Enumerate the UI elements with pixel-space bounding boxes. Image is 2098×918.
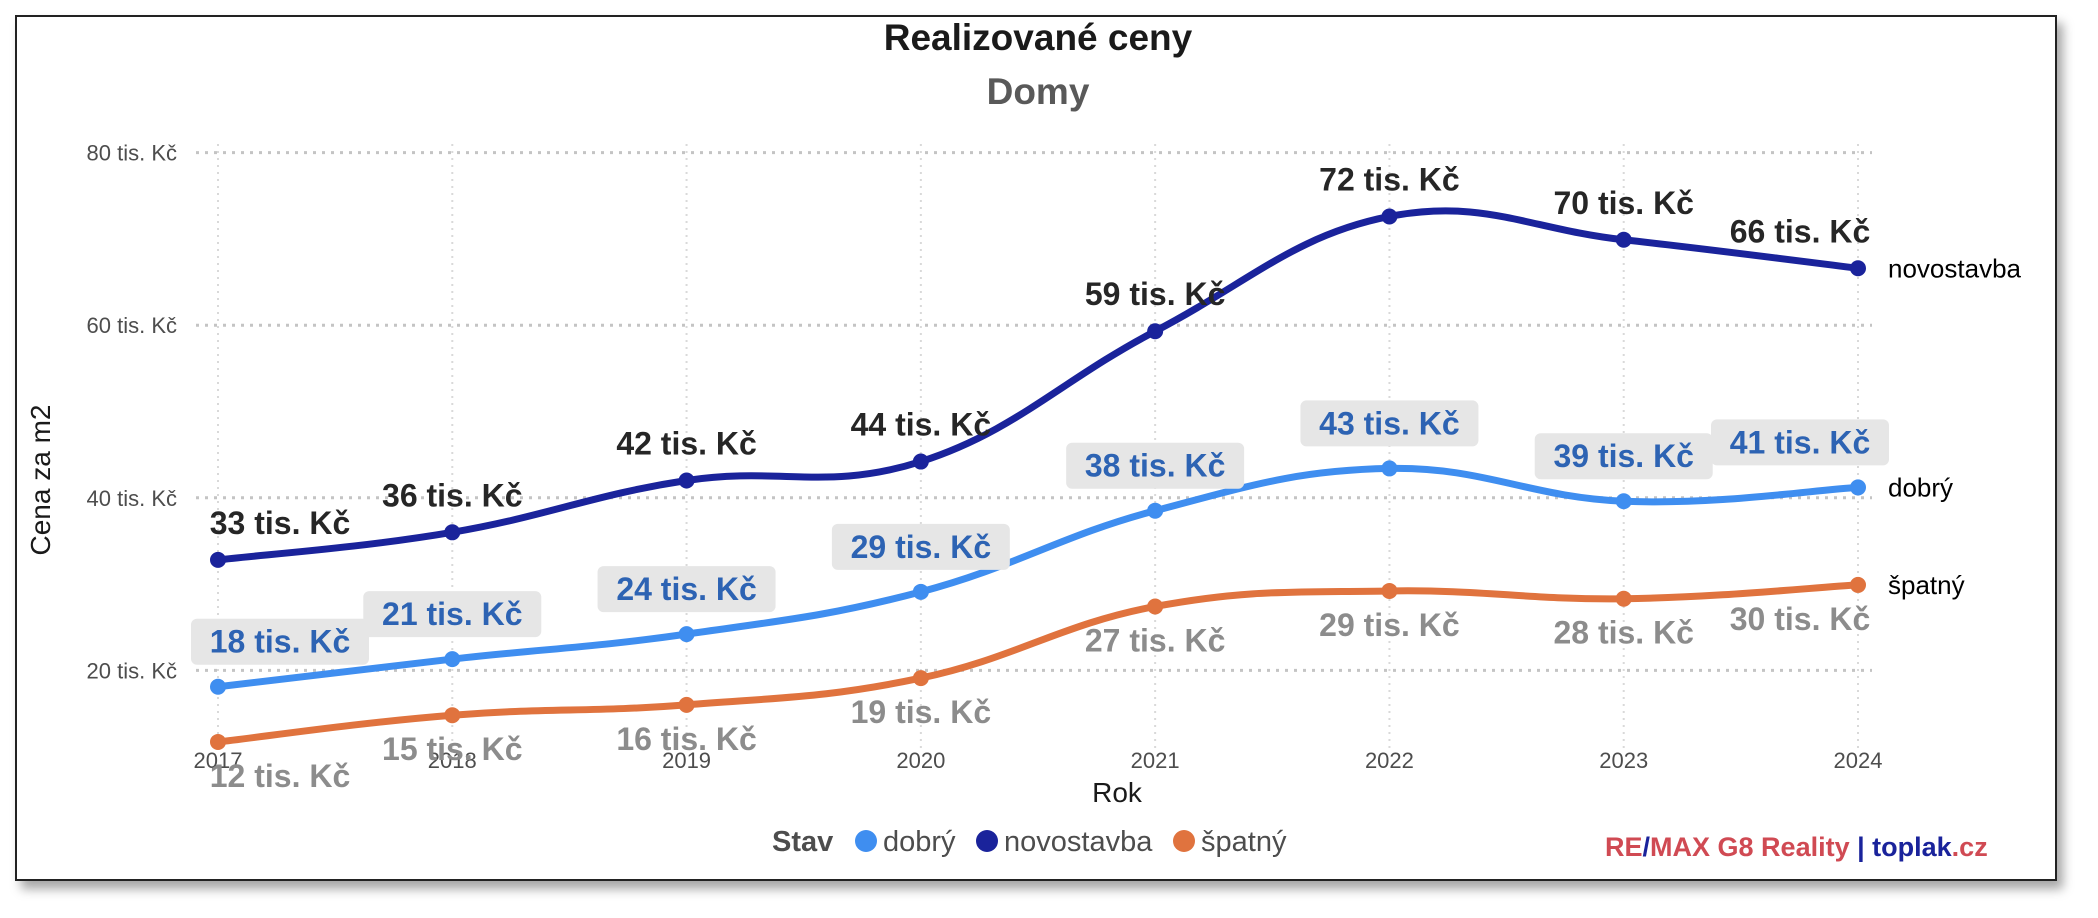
legend-item-label: dobrý [883, 826, 956, 858]
y-tick-label: 80 tis. Kč [87, 141, 177, 166]
data-label-spatny: 16 tis. Kč [616, 721, 757, 757]
data-label-novostavba: 59 tis. Kč [1085, 276, 1226, 312]
series-end-label-dobry: dobrý [1888, 472, 1953, 502]
credit-separator: | [1850, 832, 1873, 862]
data-point-spatny [678, 696, 695, 713]
data-label-novostavba: 44 tis. Kč [851, 407, 992, 443]
data-label-box [1066, 442, 1245, 489]
data-label-dobry: 38 tis. Kč [1085, 448, 1226, 484]
data-label-spatny: 12 tis. Kč [210, 758, 351, 794]
legend: Stav dobrý novostavba špatný [772, 826, 1287, 858]
y-axis-ticks: 20 tis. Kč 40 tis. Kč 60 tis. Kč 80 tis. Kč [87, 141, 177, 684]
data-label-novostavba: 36 tis. Kč [382, 477, 523, 513]
x-tick-label: 2023 [1599, 748, 1648, 773]
data-point-spatny [912, 670, 929, 687]
data-label-box [597, 566, 776, 613]
legend-title: Stav [772, 826, 833, 858]
y-tick-label: 60 tis. Kč [87, 313, 177, 338]
data-label-box [191, 618, 369, 665]
x-tick-label: 2021 [1131, 748, 1180, 773]
data-point-novostavba [1147, 323, 1164, 340]
x-tick-label: 2020 [896, 748, 945, 773]
data-label-dobry: 24 tis. Kč [616, 571, 757, 607]
credit-slash: / [1643, 832, 1651, 862]
x-axis-ticks: 2017 2018 2019 2020 2021 2022 2023 2024 [194, 748, 1883, 773]
y-axis-label: Cena za m2 [25, 405, 56, 556]
chart-title: Realizované ceny [884, 17, 1193, 58]
data-label-spatny: 29 tis. Kč [1319, 607, 1460, 643]
credit-tld: .cz [1952, 832, 1988, 862]
data-point-novostavba [210, 551, 226, 568]
data-label-novostavba: 33 tis. Kč [210, 505, 351, 541]
data-label-spatny: 27 tis. Kč [1085, 622, 1226, 658]
series-end-label-novostavba: novostavba [1888, 253, 2022, 283]
data-point-dobry [1381, 460, 1398, 477]
data-label-dobry: 39 tis. Kč [1553, 438, 1694, 474]
data-point-dobry [912, 583, 929, 600]
credit-re: RE [1605, 832, 1643, 862]
data-label-novostavba: 66 tis. Kč [1730, 213, 1871, 249]
credit-agency: MAX G8 Reality [1650, 832, 1850, 862]
data-point-novostavba [1615, 231, 1632, 248]
data-point-spatny [210, 733, 226, 750]
data-label-dobry: 29 tis. Kč [851, 529, 992, 565]
data-point-dobry [678, 626, 695, 643]
legend-item-label: špatný [1201, 826, 1287, 858]
y-tick-label: 40 tis. Kč [87, 486, 177, 511]
data-point-dobry [1850, 479, 1866, 496]
data-point-novostavba [1850, 260, 1866, 277]
x-tick-label: 2022 [1365, 748, 1414, 773]
data-label-novostavba: 70 tis. Kč [1553, 185, 1694, 221]
legend-swatch [976, 830, 998, 852]
data-point-dobry [1147, 502, 1164, 519]
series-line-dobry [214, 464, 1862, 691]
legend-swatch [1173, 830, 1195, 852]
data-label-box [1534, 433, 1713, 480]
credit-text: RE/MAX G8 Reality | toplak.cz [1605, 832, 1988, 862]
data-label-spatny: 15 tis. Kč [382, 731, 523, 767]
data-label-box [363, 591, 542, 638]
data-label-box [831, 523, 1010, 570]
x-tick-label: 2018 [428, 748, 477, 773]
credit-site: toplak [1872, 832, 1952, 862]
data-point-novostavba [1381, 208, 1398, 225]
data-point-novostavba [912, 453, 929, 470]
data-point-dobry [210, 678, 226, 695]
data-point-spatny [1147, 598, 1164, 615]
data-label-dobry: 21 tis. Kč [382, 596, 523, 632]
data-label-spatny: 30 tis. Kč [1730, 601, 1871, 637]
data-point-spatny [444, 707, 461, 724]
data-label-novostavba: 42 tis. Kč [616, 426, 757, 462]
data-point-novostavba [444, 524, 461, 541]
legend-item-label: novostavba [1004, 826, 1153, 858]
x-tick-label: 2017 [194, 748, 243, 773]
data-label-box [1711, 419, 1889, 466]
series-end-label-spatny: špatný [1888, 570, 1965, 600]
x-tick-label: 2024 [1834, 748, 1883, 773]
series-line-novostavba [214, 207, 1862, 564]
x-axis-label: Rok [1092, 777, 1143, 808]
legend-swatch [855, 830, 877, 852]
data-label-novostavba: 72 tis. Kč [1319, 161, 1460, 197]
data-point-novostavba [678, 472, 695, 489]
x-tick-label: 2019 [662, 748, 711, 773]
data-label-dobry: 41 tis. Kč [1730, 424, 1871, 460]
y-tick-label: 20 tis. Kč [87, 658, 177, 683]
data-point-spatny [1381, 582, 1398, 599]
data-point-dobry [444, 651, 461, 668]
chart-subtitle: Domy [987, 71, 1090, 112]
data-label-dobry: 18 tis. Kč [210, 624, 351, 660]
series-lines [210, 207, 1866, 750]
data-label-box [1300, 400, 1479, 447]
data-label-spatny: 19 tis. Kč [851, 694, 992, 730]
data-point-spatny [1615, 590, 1632, 607]
data-point-spatny [1850, 576, 1866, 593]
data-label-dobry: 43 tis. Kč [1319, 405, 1460, 441]
data-labels: 33 tis. Kč 36 tis. Kč 42 tis. Kč 44 tis. Kč… [191, 161, 1889, 794]
series-end-labels: novostavba dobrý špatný [1888, 253, 2022, 600]
data-label-spatny: 28 tis. Kč [1553, 615, 1694, 651]
data-point-dobry [1615, 493, 1632, 510]
series-line-spatny [214, 581, 1862, 746]
